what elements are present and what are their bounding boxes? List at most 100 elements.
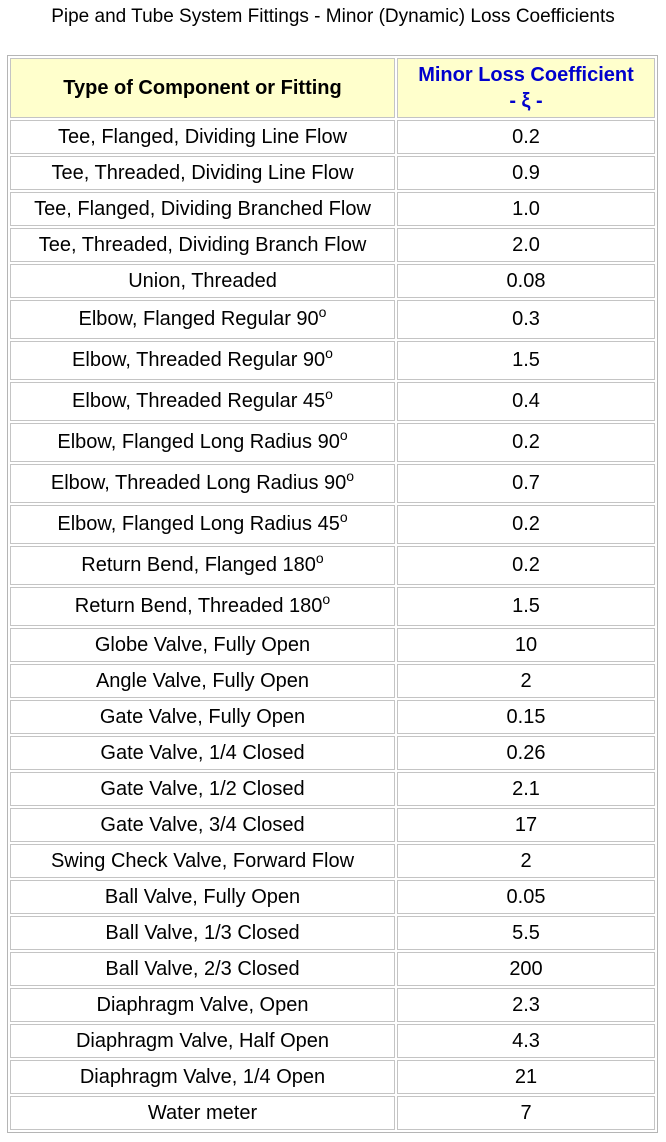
table-row: Tee, Flanged, Dividing Branched Flow 1.0 xyxy=(10,192,655,226)
component-name: Gate Valve, 1/4 Closed xyxy=(100,741,305,764)
component-name: Tee, Threaded, Dividing Line Flow xyxy=(51,161,354,184)
table-row: Globe Valve, Fully Open 10 xyxy=(10,628,655,662)
component-name: Tee, Threaded, Dividing Branch Flow xyxy=(38,233,367,256)
header-coefficient: Minor Loss Coefficient - ξ - xyxy=(397,58,655,118)
component-name: Elbow, Threaded Long Radius 90 xyxy=(50,472,347,494)
coefficient-value: 0.2 xyxy=(397,505,655,544)
degree-mark: o xyxy=(325,345,333,361)
coefficient-value: 2 xyxy=(397,664,655,698)
coefficient-value: 2.1 xyxy=(397,772,655,806)
coefficient-value: 2.3 xyxy=(397,988,655,1022)
header-coefficient-symbol: - ξ - xyxy=(509,90,543,112)
component-cell: Water meter xyxy=(10,1096,395,1130)
table-row: Diaphragm Valve, Half Open 4.3 xyxy=(10,1024,655,1058)
component-cell: Angle Valve, Fully Open xyxy=(10,664,395,698)
component-cell: Elbow, Threaded Regular 45o xyxy=(10,382,395,421)
table-row: Tee, Threaded, Dividing Branch Flow 2.0 xyxy=(10,228,655,262)
component-cell: Gate Valve, 3/4 Closed xyxy=(10,808,395,842)
component-name: Diaphragm Valve, Open xyxy=(96,993,309,1016)
component-cell: Return Bend, Flanged 180o xyxy=(10,546,395,585)
table-row: Water meter 7 xyxy=(10,1096,655,1130)
table-row: Elbow, Flanged Regular 90o 0.3 xyxy=(10,300,655,339)
table-row: Return Bend, Flanged 180o 0.2 xyxy=(10,546,655,585)
component-cell: Ball Valve, 2/3 Closed xyxy=(10,952,395,986)
coefficient-value: 0.7 xyxy=(397,464,655,503)
coefficient-value: 0.2 xyxy=(397,546,655,585)
table-row: Gate Valve, 1/2 Closed 2.1 xyxy=(10,772,655,806)
component-name: Gate Valve, 1/2 Closed xyxy=(100,777,305,800)
table-row: Elbow, Threaded Regular 45o 0.4 xyxy=(10,382,655,421)
component-name: Elbow, Threaded Regular 90 xyxy=(72,349,326,371)
table-row: Gate Valve, 3/4 Closed 17 xyxy=(10,808,655,842)
degree-mark: o xyxy=(325,386,333,402)
component-cell: Elbow, Flanged Regular 90o xyxy=(10,300,395,339)
table-row: Diaphragm Valve, 1/4 Open 21 xyxy=(10,1060,655,1094)
coefficient-value: 0.05 xyxy=(397,880,655,914)
table-row: Union, Threaded 0.08 xyxy=(10,264,655,298)
table-caption: Pipe and Tube System Fittings - Minor (D… xyxy=(51,6,615,27)
coefficient-value: 5.5 xyxy=(397,916,655,950)
coefficient-value: 0.15 xyxy=(397,700,655,734)
component-cell: Elbow, Threaded Long Radius 90o xyxy=(10,464,395,503)
table-row: Gate Valve, 1/4 Closed 0.26 xyxy=(10,736,655,770)
component-name: Swing Check Valve, Forward Flow xyxy=(50,849,355,872)
component-cell: Ball Valve, Fully Open xyxy=(10,880,395,914)
component-cell: Diaphragm Valve, Half Open xyxy=(10,1024,395,1058)
component-cell: Elbow, Threaded Regular 90o xyxy=(10,341,395,380)
component-name: Ball Valve, 2/3 Closed xyxy=(105,957,300,980)
coefficient-value: 0.4 xyxy=(397,382,655,421)
table-row: Ball Valve, 1/3 Closed 5.5 xyxy=(10,916,655,950)
coefficient-value: 0.9 xyxy=(397,156,655,190)
component-cell: Diaphragm Valve, 1/4 Open xyxy=(10,1060,395,1094)
coefficient-value: 17 xyxy=(397,808,655,842)
table-row: Swing Check Valve, Forward Flow 2 xyxy=(10,844,655,878)
component-name: Elbow, Flanged Long Radius 45 xyxy=(57,513,340,535)
component-cell: Diaphragm Valve, Open xyxy=(10,988,395,1022)
component-cell: Globe Valve, Fully Open xyxy=(10,628,395,662)
component-cell: Swing Check Valve, Forward Flow xyxy=(10,844,395,878)
component-cell: Gate Valve, 1/2 Closed xyxy=(10,772,395,806)
component-cell: Union, Threaded xyxy=(10,264,395,298)
coefficient-value: 0.08 xyxy=(397,264,655,298)
table-row: Return Bend, Threaded 180o 1.5 xyxy=(10,587,655,626)
component-name: Return Bend, Flanged 180 xyxy=(81,554,316,576)
table-row: Gate Valve, Fully Open 0.15 xyxy=(10,700,655,734)
table-body: Tee, Flanged, Dividing Line Flow 0.2 Tee, … xyxy=(10,120,655,1130)
degree-mark: o xyxy=(322,591,331,607)
component-name: Diaphragm Valve, 1/4 Open xyxy=(79,1065,326,1088)
coefficient-value: 0.2 xyxy=(397,423,655,462)
header-coefficient-label: Minor Loss Coefficient xyxy=(418,64,634,86)
table-row: Elbow, Threaded Long Radius 90o 0.7 xyxy=(10,464,655,503)
coefficient-value: 10 xyxy=(397,628,655,662)
component-name: Elbow, Flanged Long Radius 90 xyxy=(57,431,340,453)
table-row: Diaphragm Valve, Open 2.3 xyxy=(10,988,655,1022)
coefficient-value: 0.2 xyxy=(397,120,655,154)
coefficient-value: 1.5 xyxy=(397,341,655,380)
table-row: Elbow, Threaded Regular 90o 1.5 xyxy=(10,341,655,380)
component-name: Ball Valve, 1/3 Closed xyxy=(105,921,300,944)
component-cell: Elbow, Flanged Long Radius 90o xyxy=(10,423,395,462)
component-cell: Tee, Threaded, Dividing Line Flow xyxy=(10,156,395,190)
component-cell: Tee, Flanged, Dividing Branched Flow xyxy=(10,192,395,226)
component-name: Tee, Flanged, Dividing Line Flow xyxy=(57,125,348,148)
coefficient-value: 0.3 xyxy=(397,300,655,339)
component-name: Water meter xyxy=(147,1101,258,1124)
component-name: Ball Valve, Fully Open xyxy=(104,885,301,908)
coefficient-value: 2 xyxy=(397,844,655,878)
degree-mark: o xyxy=(339,427,348,443)
table-row: Elbow, Flanged Long Radius 45o 0.2 xyxy=(10,505,655,544)
coefficient-value: 7 xyxy=(397,1096,655,1130)
coefficient-value: 0.26 xyxy=(397,736,655,770)
component-name: Diaphragm Valve, Half Open xyxy=(75,1029,330,1052)
component-name: Angle Valve, Fully Open xyxy=(95,669,310,692)
component-name: Elbow, Threaded Regular 45 xyxy=(72,390,326,412)
coefficient-value: 2.0 xyxy=(397,228,655,262)
component-name: Elbow, Flanged Regular 90 xyxy=(78,308,319,330)
component-name: Globe Valve, Fully Open xyxy=(94,633,311,656)
header-component: Type of Component or Fitting xyxy=(10,58,395,118)
component-cell: Gate Valve, 1/4 Closed xyxy=(10,736,395,770)
table-row: Ball Valve, Fully Open 0.05 xyxy=(10,880,655,914)
component-cell: Tee, Threaded, Dividing Branch Flow xyxy=(10,228,395,262)
component-cell: Elbow, Flanged Long Radius 45o xyxy=(10,505,395,544)
component-name: Union, Threaded xyxy=(128,269,277,292)
